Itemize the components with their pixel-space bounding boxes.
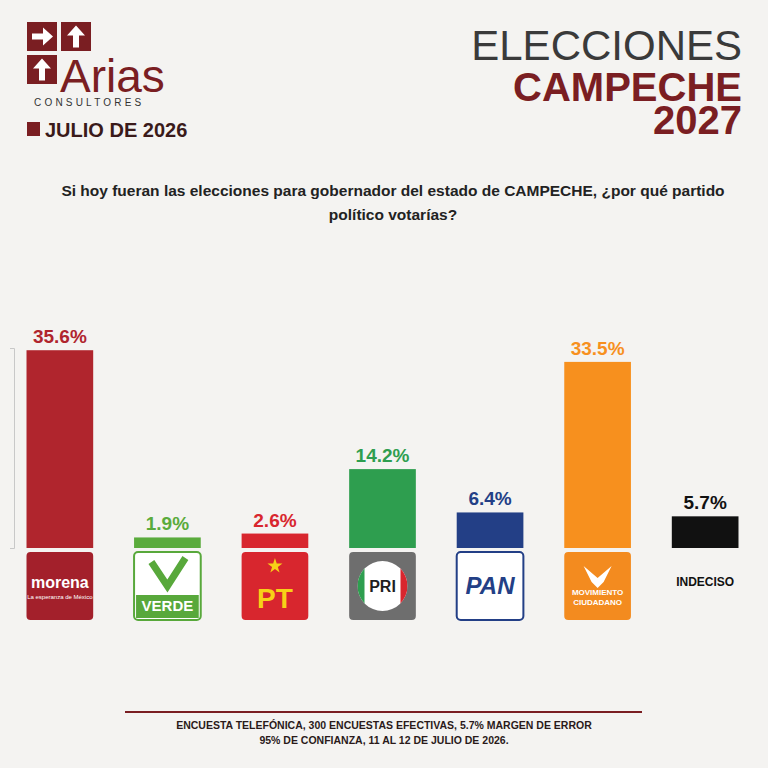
logo-box — [242, 552, 309, 620]
category-logo: PAN — [457, 552, 524, 620]
subtitle-line: Si hoy fueran las elecciones para gobern… — [61, 182, 724, 199]
logo-slogan: La esperanza de México — [27, 594, 93, 600]
y-axis — [10, 349, 15, 549]
category-label-line: VERDE — [142, 597, 194, 614]
logo-box — [349, 552, 416, 620]
data-label: 6.4% — [468, 488, 511, 509]
category-logo: morena La esperanza de México — [27, 552, 94, 620]
logo-square — [61, 22, 91, 51]
category-label: PRI — [369, 578, 396, 595]
title-line: 2027 — [653, 98, 742, 142]
category-label-line: CIUDADANO — [573, 598, 622, 607]
logo-box — [134, 552, 201, 620]
bar — [134, 537, 201, 548]
logo-square — [27, 22, 57, 51]
y-tick — [10, 348, 14, 349]
logo-square — [27, 55, 57, 84]
category-label: morena — [31, 574, 89, 591]
y-tick-mark — [10, 348, 14, 349]
report-date: JULIO DE 2026 — [45, 119, 187, 141]
bar — [672, 516, 739, 548]
category-logo: PRI — [349, 552, 416, 620]
category-label: MOVIMIENTOCIUDADANO — [572, 588, 623, 607]
logo-box — [564, 552, 631, 620]
brand-name: Arias — [60, 50, 165, 102]
logo-circle — [358, 561, 408, 611]
category-label-line: morena — [31, 574, 89, 591]
bar — [242, 534, 309, 548]
bars — [27, 350, 739, 548]
category-logo: VERDE — [134, 552, 201, 620]
date-square — [27, 122, 40, 136]
category-label: VERDE — [142, 597, 194, 614]
footer-note: ENCUESTA TELEFÓNICA, 300 ENCUESTAS EFECT… — [176, 719, 592, 731]
category-label-line: PAN — [466, 572, 516, 599]
logo-eagle — [584, 566, 612, 588]
data-label: 5.7% — [683, 492, 726, 513]
category-label: PAN — [466, 572, 516, 599]
bar — [27, 350, 94, 548]
category-label-line: PT — [257, 583, 293, 614]
category-label: PT — [257, 583, 293, 614]
chart: AriasCONSULTORES JULIO DE 2026 ELECCIONES C… — [0, 0, 768, 768]
bar — [457, 512, 524, 548]
logo-arrow — [32, 28, 53, 46]
category-label: INDECISO — [676, 575, 734, 589]
logo-circle-green — [358, 561, 365, 611]
data-label: 33.5% — [571, 338, 625, 359]
data-label: 14.2% — [356, 445, 410, 466]
data-label: 35.6% — [33, 326, 87, 347]
bar — [564, 362, 631, 548]
logo-arrow — [33, 59, 51, 81]
footer-note: 95% DE CONFIANZA, 11 AL 12 DE JULIO DE 2… — [259, 734, 508, 746]
subtitle-line: político votarías? — [329, 206, 457, 223]
category-logo: MOVIMIENTOCIUDADANO — [564, 552, 631, 620]
data-label: 1.9% — [146, 513, 189, 534]
logo-band — [136, 595, 199, 618]
y-axis-line — [10, 349, 15, 549]
background — [0, 0, 768, 768]
category-label-line: PRI — [369, 578, 396, 595]
logo-box — [457, 552, 524, 620]
logo-circle-white — [358, 561, 408, 611]
category-label-line: MOVIMIENTO — [572, 588, 623, 597]
y-tick-mark — [10, 548, 14, 549]
data-label: 2.6% — [253, 510, 296, 531]
logo-check — [151, 558, 185, 586]
logo-arrow — [67, 26, 85, 48]
subtitle: Si hoy fueran las elecciones para gobern… — [61, 182, 724, 223]
logo-star — [267, 558, 282, 572]
category-logo: INDECISO — [676, 575, 734, 589]
footer-rule — [125, 711, 642, 713]
title-line: ELECCIONES — [471, 22, 742, 69]
brand-tagline: CONSULTORES — [34, 97, 144, 108]
logo-circle-red — [401, 561, 408, 611]
logo-box — [27, 552, 94, 620]
category-logo: PT — [242, 552, 309, 620]
bar — [349, 469, 416, 548]
y-tick — [10, 548, 14, 549]
